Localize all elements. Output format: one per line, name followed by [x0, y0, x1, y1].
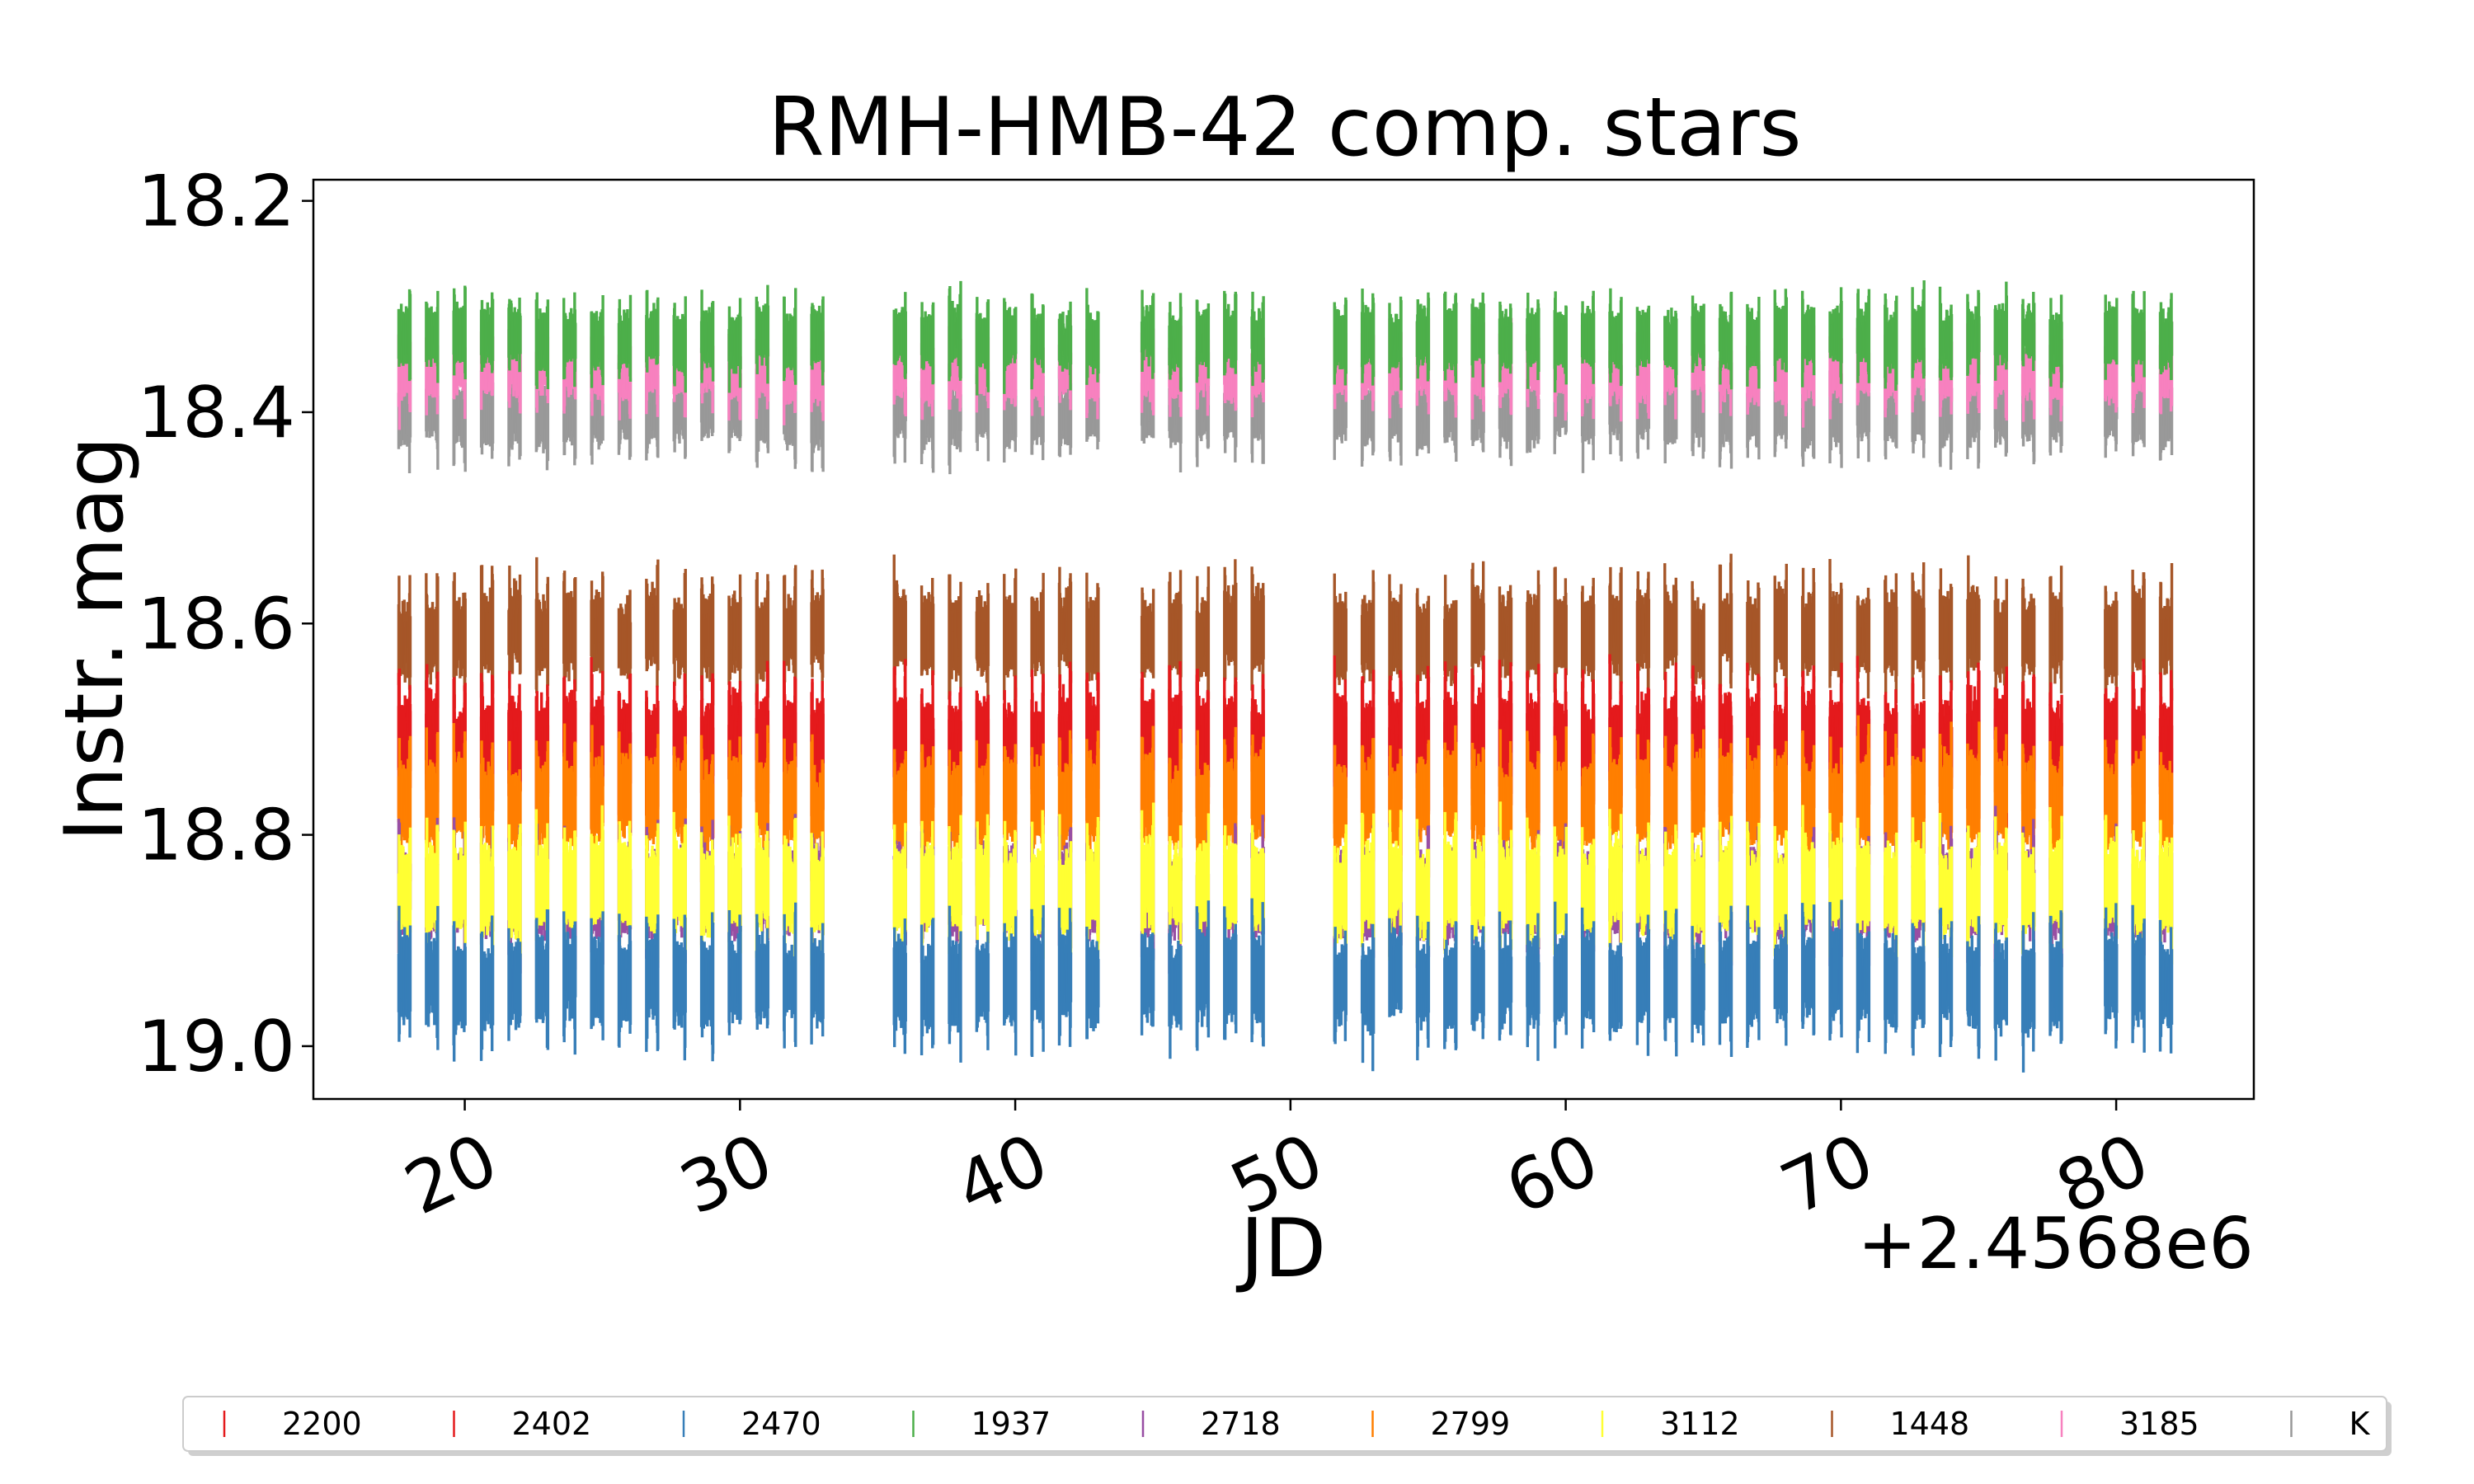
series-K [397, 350, 2174, 475]
plot-area [397, 279, 2174, 1073]
series-1937 [397, 279, 2174, 396]
chart-title: RMH-HMB-42 comp. stars [768, 81, 1801, 175]
series-3185 [397, 308, 2174, 430]
